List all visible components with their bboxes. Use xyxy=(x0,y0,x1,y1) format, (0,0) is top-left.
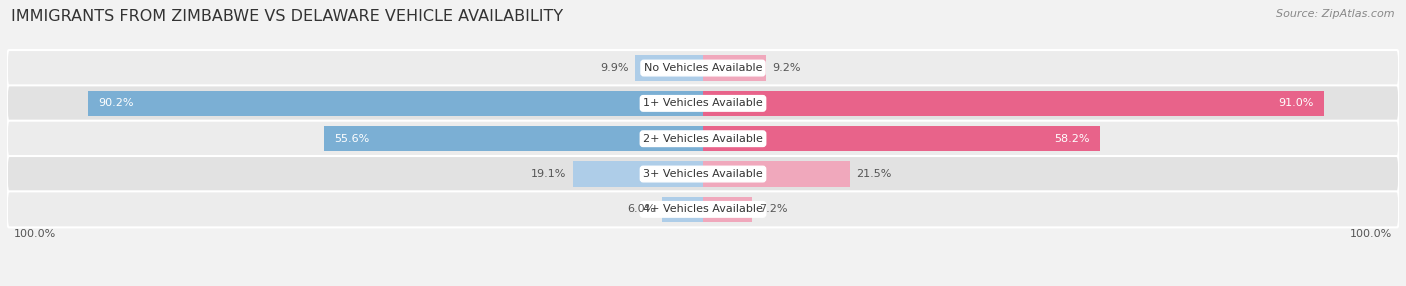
Text: IMMIGRANTS FROM ZIMBABWE VS DELAWARE VEHICLE AVAILABILITY: IMMIGRANTS FROM ZIMBABWE VS DELAWARE VEH… xyxy=(11,9,564,23)
Text: No Vehicles Available: No Vehicles Available xyxy=(644,63,762,73)
Bar xyxy=(323,126,703,151)
Bar xyxy=(703,197,752,222)
FancyBboxPatch shape xyxy=(7,50,1399,86)
Text: 55.6%: 55.6% xyxy=(333,134,370,144)
Bar xyxy=(636,55,703,81)
Bar xyxy=(87,91,703,116)
Text: 2+ Vehicles Available: 2+ Vehicles Available xyxy=(643,134,763,144)
Text: 58.2%: 58.2% xyxy=(1054,134,1090,144)
Text: 6.0%: 6.0% xyxy=(627,204,655,214)
Text: 9.2%: 9.2% xyxy=(773,63,801,73)
Text: 100.0%: 100.0% xyxy=(14,229,56,239)
Text: 19.1%: 19.1% xyxy=(530,169,565,179)
Text: 9.9%: 9.9% xyxy=(600,63,628,73)
Bar xyxy=(703,91,1324,116)
FancyBboxPatch shape xyxy=(7,121,1399,157)
Text: 91.0%: 91.0% xyxy=(1278,98,1313,108)
FancyBboxPatch shape xyxy=(7,156,1399,192)
Bar xyxy=(703,161,849,187)
Bar xyxy=(703,126,1099,151)
Text: Source: ZipAtlas.com: Source: ZipAtlas.com xyxy=(1277,9,1395,19)
Text: 1+ Vehicles Available: 1+ Vehicles Available xyxy=(643,98,763,108)
FancyBboxPatch shape xyxy=(7,85,1399,121)
Text: 21.5%: 21.5% xyxy=(856,169,891,179)
Text: 90.2%: 90.2% xyxy=(98,98,134,108)
Bar xyxy=(572,161,703,187)
Text: 3+ Vehicles Available: 3+ Vehicles Available xyxy=(643,169,763,179)
Text: 4+ Vehicles Available: 4+ Vehicles Available xyxy=(643,204,763,214)
FancyBboxPatch shape xyxy=(7,191,1399,227)
Text: 100.0%: 100.0% xyxy=(1350,229,1392,239)
Bar xyxy=(703,55,766,81)
Bar xyxy=(662,197,703,222)
Text: 7.2%: 7.2% xyxy=(759,204,787,214)
